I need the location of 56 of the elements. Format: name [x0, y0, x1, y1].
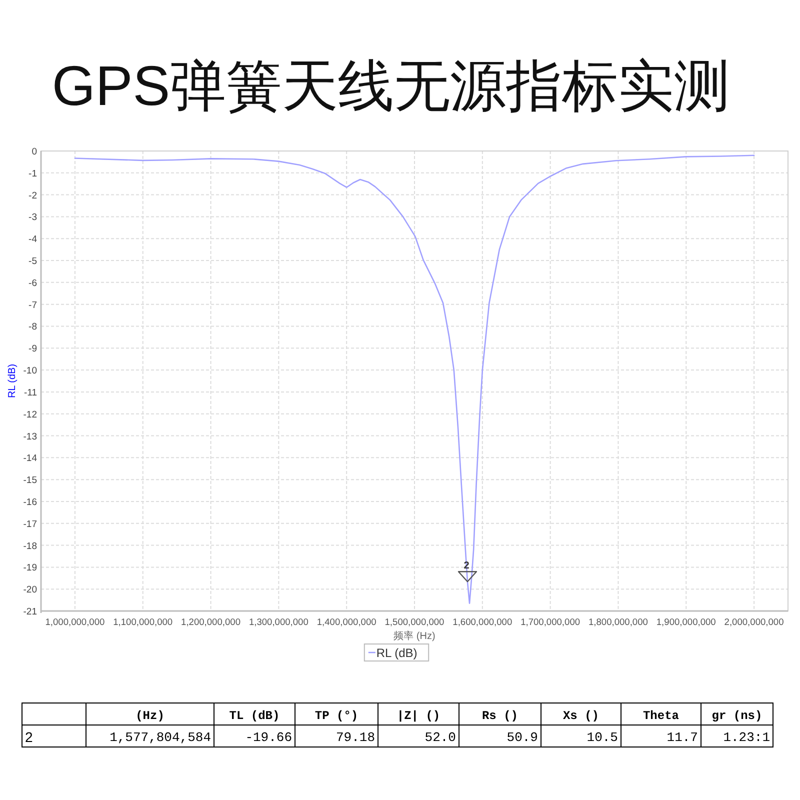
y-tick-label: -7	[28, 300, 37, 311]
y-tick-label: -14	[23, 453, 37, 464]
y-tick-label: -21	[23, 606, 37, 618]
y-tick-label: -8	[28, 322, 37, 333]
x-tick-label: 1,300,000,000	[248, 617, 308, 627]
x-tick-label: 1,900,000,000	[656, 617, 716, 627]
y-tick-label: -19	[23, 562, 37, 574]
text: TP (°)	[314, 709, 358, 723]
x-axis-title: 频率 (Hz)	[394, 630, 436, 642]
text: -19.66	[245, 730, 292, 745]
y-tick-label: -20	[23, 584, 37, 596]
text: (Hz)	[136, 709, 164, 723]
text: 1.23:1	[723, 730, 770, 745]
y-tick-label: -17	[23, 518, 37, 530]
x-tick-label: 1,400,000,000	[316, 617, 376, 627]
y-tick-label: -12	[23, 409, 37, 420]
x-tick-label: 2,000,000,000	[724, 617, 784, 627]
y-tick-label: -16	[23, 496, 37, 508]
x-tick-label: 1,700,000,000	[520, 617, 580, 627]
x-tick-label: 1,000,000,000	[45, 617, 105, 627]
text: 11.7	[666, 730, 698, 745]
text: 79.18	[336, 730, 375, 745]
x-tick-label: 1,500,000,000	[384, 617, 444, 627]
y-axis-title: RL (dB)	[7, 364, 18, 398]
y-tick-label: -2	[28, 190, 37, 202]
y-tick-label: -15	[23, 475, 37, 486]
x-tick-label: 1,100,000,000	[113, 617, 173, 627]
text: 2	[25, 729, 33, 745]
x-tick-label: 1,600,000,000	[452, 617, 512, 627]
y-tick-label: -9	[28, 344, 37, 355]
y-tick-label: -4	[28, 234, 37, 246]
text: Rs ()	[482, 709, 518, 723]
y-tick-label: 0	[32, 146, 37, 158]
text: |Z| ()	[396, 709, 440, 723]
y-tick-label: -5	[28, 256, 37, 268]
text: TL (dB)	[229, 709, 280, 723]
chart-title: GPS弹簧天线无源指标实测	[52, 54, 730, 117]
y-tick-label: -11	[24, 387, 37, 398]
annotation: 2	[464, 560, 470, 572]
text: 52.0	[424, 730, 456, 745]
line-series	[74, 154, 755, 604]
x-tick-label: 1,800,000,000	[588, 617, 648, 627]
text: Theta	[642, 709, 680, 723]
y-tick-label: -10	[23, 366, 37, 377]
y-tick-label: -13	[23, 431, 37, 442]
text: 1,577,804,584	[110, 730, 212, 745]
text: 50.9	[506, 730, 538, 745]
legend-label: RL (dB)	[376, 646, 418, 660]
y-tick-label: -1	[28, 168, 37, 180]
y-tick-label: -18	[23, 540, 37, 552]
text: 10.5	[586, 730, 618, 745]
y-tick-label: -6	[28, 278, 37, 289]
y-tick-label: -3	[28, 212, 37, 224]
text: gr (ns)	[712, 709, 762, 723]
x-tick-label: 1,200,000,000	[181, 617, 241, 627]
text: Xs ()	[562, 709, 600, 723]
